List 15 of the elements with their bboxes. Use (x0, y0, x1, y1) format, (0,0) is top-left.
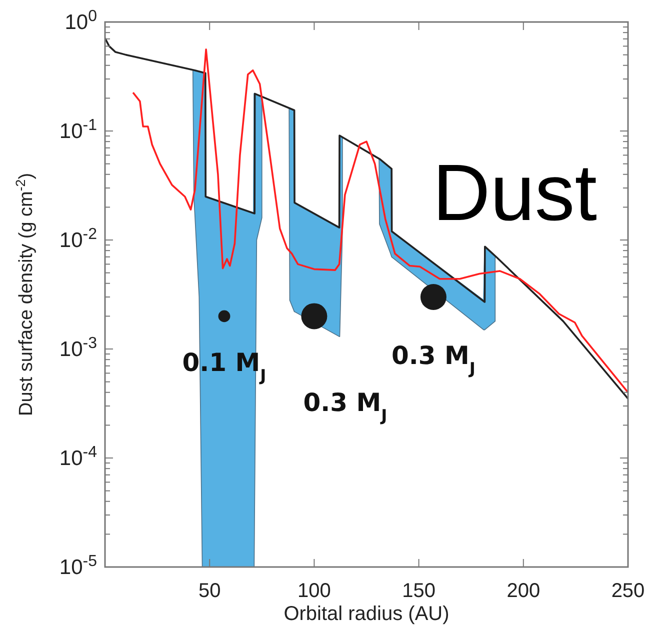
y-tick-label: 10$^{-3}$ (59, 334, 98, 361)
y-tick-label: 10$^{-1}$ (59, 116, 98, 143)
y-tick-label: 10$^{0}$ (64, 8, 98, 34)
annotation: Dust (432, 148, 597, 237)
annotation: 0.3 M$_{J}$ (303, 388, 388, 425)
x-tick-label: 50 (198, 580, 221, 602)
y-tick-label: 10$^{-4}$ (59, 444, 98, 470)
annotation: 0.3 M$_{J}$ (391, 340, 476, 378)
x-tick-label: 100 (298, 580, 331, 602)
y-tick-label: 10$^{-5}$ (59, 552, 98, 579)
x-axis-title: Orbital radius (AU) (284, 603, 450, 625)
y-tick-label: 10$^{-2}$ (59, 226, 98, 252)
x-tick-label: 200 (506, 580, 540, 602)
x-tick-label: 150 (402, 580, 436, 602)
x-tick-label: 250 (611, 580, 645, 602)
